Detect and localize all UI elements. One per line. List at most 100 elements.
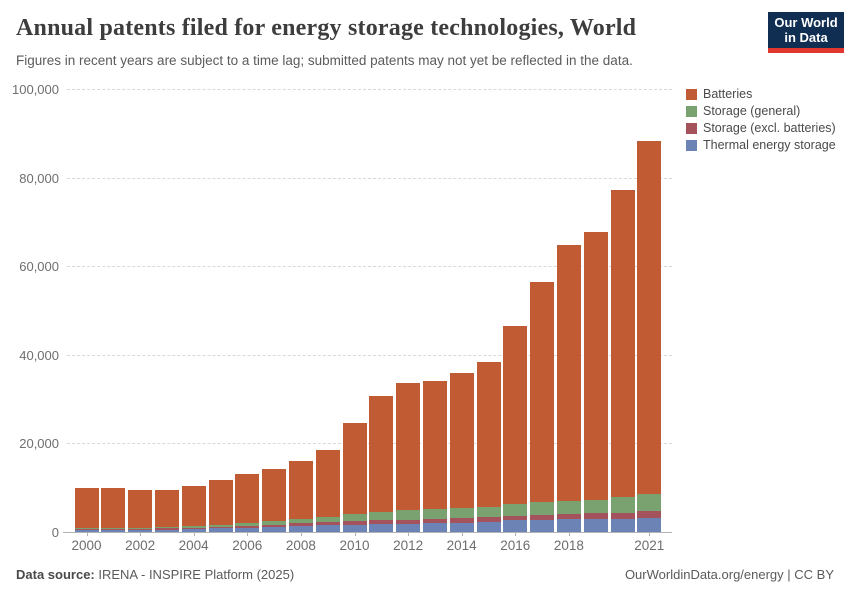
- legend-swatch-icon: [686, 123, 697, 134]
- bar-segment-thermal-energy-storage-2019[interactable]: [583, 519, 608, 532]
- bar-segment-batteries-2018[interactable]: [556, 244, 581, 501]
- bar-segment-batteries-2013[interactable]: [422, 381, 447, 509]
- bar-segment-storage-general-2009[interactable]: [315, 516, 340, 523]
- bar-segment-batteries-2001[interactable]: [101, 487, 126, 529]
- bar-segment-thermal-energy-storage-2020[interactable]: [610, 518, 635, 532]
- bar-segment-batteries-2010[interactable]: [342, 423, 367, 514]
- bar-segment-batteries-2004[interactable]: [181, 486, 206, 527]
- bar-segment-storage-general-2001[interactable]: [101, 528, 126, 530]
- bar-segment-thermal-energy-storage-2001[interactable]: [101, 530, 126, 532]
- bar-segment-storage-general-2016[interactable]: [503, 504, 528, 516]
- bar-segment-storage-excl-batteries-2017[interactable]: [530, 514, 555, 520]
- bar-segment-storage-general-2005[interactable]: [208, 524, 233, 527]
- bar-segment-batteries-2020[interactable]: [610, 190, 635, 498]
- bar-segment-storage-general-2008[interactable]: [288, 519, 313, 524]
- y-axis-tick-label: 0: [51, 525, 59, 540]
- bar-segment-storage-general-2013[interactable]: [422, 508, 447, 519]
- bar-segment-storage-general-2014[interactable]: [449, 507, 474, 519]
- bar-segment-storage-excl-batteries-2010[interactable]: [342, 521, 367, 525]
- bar-segment-storage-excl-batteries-2021[interactable]: [637, 511, 662, 518]
- y-axis-tick-label: 60,000: [19, 259, 59, 275]
- bar-segment-batteries-2016[interactable]: [503, 326, 528, 505]
- bar-segment-thermal-energy-storage-2007[interactable]: [262, 526, 287, 532]
- bar-segment-thermal-energy-storage-2003[interactable]: [154, 529, 179, 532]
- bar-segment-storage-general-2007[interactable]: [262, 521, 287, 525]
- bar-segment-thermal-energy-storage-2012[interactable]: [396, 524, 421, 532]
- bar-segment-thermal-energy-storage-2005[interactable]: [208, 528, 233, 532]
- bar-segment-thermal-energy-storage-2015[interactable]: [476, 521, 501, 532]
- bar-segment-storage-excl-batteries-2002[interactable]: [128, 528, 153, 530]
- bar-segment-batteries-2005[interactable]: [208, 479, 233, 525]
- legend-item-thermal-energy-storage[interactable]: Thermal energy storage: [686, 139, 836, 151]
- bar-segment-batteries-2000[interactable]: [74, 488, 99, 529]
- bar-segment-storage-general-2010[interactable]: [342, 513, 367, 522]
- bar-segment-batteries-2019[interactable]: [583, 232, 608, 500]
- bar-segment-storage-excl-batteries-2014[interactable]: [449, 518, 474, 523]
- bar-segment-storage-excl-batteries-2007[interactable]: [262, 524, 287, 527]
- bar-segment-thermal-energy-storage-2021[interactable]: [637, 517, 662, 532]
- bar-segment-storage-general-2020[interactable]: [610, 497, 635, 513]
- bar-segment-batteries-2003[interactable]: [154, 490, 179, 528]
- bar-segment-storage-excl-batteries-2008[interactable]: [288, 523, 313, 527]
- bar-segment-storage-excl-batteries-2000[interactable]: [74, 529, 99, 531]
- bar-segment-batteries-2007[interactable]: [262, 469, 287, 522]
- bar-segment-batteries-2021[interactable]: [637, 140, 662, 495]
- bar-segment-storage-excl-batteries-2011[interactable]: [369, 520, 394, 525]
- bar-segment-batteries-2014[interactable]: [449, 372, 474, 508]
- bar-segment-batteries-2009[interactable]: [315, 449, 340, 517]
- bar-segment-thermal-energy-storage-2008[interactable]: [288, 526, 313, 532]
- bar-segment-storage-excl-batteries-2001[interactable]: [101, 529, 126, 531]
- bar-segment-thermal-energy-storage-2011[interactable]: [369, 524, 394, 532]
- bar-segment-batteries-2015[interactable]: [476, 361, 501, 507]
- bar-segment-storage-excl-batteries-2020[interactable]: [610, 512, 635, 519]
- legend-item-storage-general[interactable]: Storage (general): [686, 105, 836, 117]
- bar-segment-thermal-energy-storage-2014[interactable]: [449, 522, 474, 532]
- bar-segment-batteries-2002[interactable]: [128, 489, 153, 528]
- bar-segment-storage-general-2000[interactable]: [74, 528, 99, 530]
- legend-item-batteries[interactable]: Batteries: [686, 88, 836, 100]
- bar-segment-thermal-energy-storage-2018[interactable]: [556, 519, 581, 532]
- owid-logo: Our World in Data: [768, 12, 844, 53]
- bar-segment-batteries-2006[interactable]: [235, 473, 260, 524]
- bar-segment-thermal-energy-storage-2017[interactable]: [530, 519, 555, 532]
- bar-segment-thermal-energy-storage-2006[interactable]: [235, 527, 260, 532]
- bar-segment-storage-excl-batteries-2015[interactable]: [476, 517, 501, 522]
- bar-segment-storage-excl-batteries-2006[interactable]: [235, 525, 260, 528]
- bar-segment-batteries-2008[interactable]: [288, 461, 313, 520]
- bar-segment-storage-general-2011[interactable]: [369, 511, 394, 521]
- bar-segment-thermal-energy-storage-2000[interactable]: [74, 530, 99, 532]
- bar-segment-storage-excl-batteries-2004[interactable]: [181, 527, 206, 529]
- bar-segment-storage-general-2003[interactable]: [154, 527, 179, 529]
- bar-segment-thermal-energy-storage-2016[interactable]: [503, 520, 528, 532]
- legend-item-storage-excl-batteries[interactable]: Storage (excl. batteries): [686, 122, 836, 134]
- bar-segment-storage-general-2002[interactable]: [128, 527, 153, 529]
- bar-segment-batteries-2011[interactable]: [369, 396, 394, 512]
- bar-segment-storage-excl-batteries-2005[interactable]: [208, 526, 233, 529]
- bar-segment-storage-excl-batteries-2012[interactable]: [396, 519, 421, 525]
- bar-segment-storage-excl-batteries-2009[interactable]: [315, 522, 340, 526]
- bar-segment-storage-general-2021[interactable]: [637, 494, 662, 512]
- bar-segment-storage-general-2004[interactable]: [181, 526, 206, 528]
- bar-segment-storage-excl-batteries-2003[interactable]: [154, 528, 179, 530]
- bar-segment-storage-general-2015[interactable]: [476, 506, 501, 518]
- bar-segment-storage-excl-batteries-2013[interactable]: [422, 518, 447, 524]
- bar-segment-storage-excl-batteries-2019[interactable]: [583, 513, 608, 520]
- bar-segment-thermal-energy-storage-2009[interactable]: [315, 525, 340, 532]
- x-axis-tick-label: 2010: [339, 538, 370, 553]
- bar-segment-thermal-energy-storage-2010[interactable]: [342, 524, 367, 532]
- x-axis-tick-label: 2004: [178, 538, 209, 553]
- x-axis-tick: [408, 532, 410, 536]
- bar-segment-storage-general-2012[interactable]: [396, 509, 421, 520]
- bar-segment-thermal-energy-storage-2002[interactable]: [128, 529, 153, 532]
- bar-segment-storage-excl-batteries-2018[interactable]: [556, 513, 581, 520]
- bar-segment-batteries-2012[interactable]: [396, 382, 421, 510]
- bar-segment-batteries-2017[interactable]: [530, 281, 555, 503]
- bar-segment-thermal-energy-storage-2004[interactable]: [181, 528, 206, 532]
- bar-segment-storage-general-2017[interactable]: [530, 502, 555, 515]
- bar-segment-storage-general-2006[interactable]: [235, 523, 260, 526]
- bar-segment-thermal-energy-storage-2013[interactable]: [422, 523, 447, 532]
- bar-segment-storage-general-2018[interactable]: [556, 501, 581, 514]
- bar-segment-storage-excl-batteries-2016[interactable]: [503, 515, 528, 521]
- gridline: [67, 354, 672, 356]
- bar-segment-storage-general-2019[interactable]: [583, 499, 608, 514]
